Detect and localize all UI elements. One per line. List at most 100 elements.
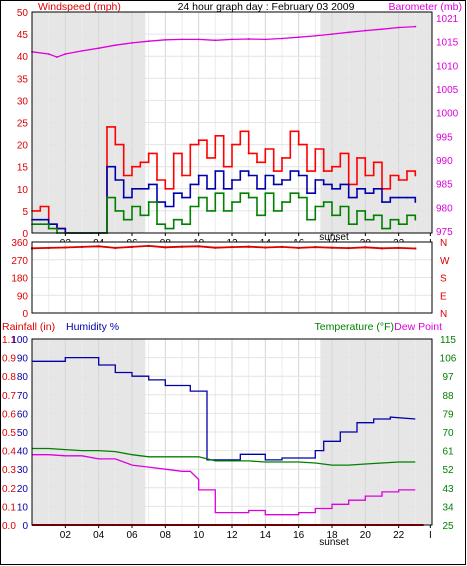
x-tick-label: 22 xyxy=(393,530,405,541)
direction-point xyxy=(147,244,150,247)
wind-point xyxy=(131,205,133,208)
wind-point xyxy=(264,148,267,150)
wind-point xyxy=(397,196,400,199)
wind-point xyxy=(172,192,175,195)
rainfall-tick-label: 0.0 xyxy=(2,521,16,532)
wind-point xyxy=(339,183,342,186)
temperature-ticks: 25 34 43 52 61 70 79 88 97 106 115 xyxy=(440,335,457,532)
temperature-tick-label: 34 xyxy=(442,502,454,513)
direction-point xyxy=(381,247,383,250)
panel1-sunset-label: sunset xyxy=(319,232,349,243)
barometer-point xyxy=(56,56,58,58)
wind-point xyxy=(289,130,292,133)
panel2-series xyxy=(31,244,417,250)
x-tick-label: 18 xyxy=(326,530,338,541)
barometer-point xyxy=(147,40,150,43)
barometer-point xyxy=(314,34,317,37)
rainfall-tick-label: 0.8 xyxy=(2,372,16,383)
wind-point xyxy=(414,218,417,221)
wind-point xyxy=(164,227,167,230)
x-tick-label: 16 xyxy=(293,530,305,541)
wind-point xyxy=(281,201,283,203)
x-tick-label: I xyxy=(429,530,432,541)
wind-point xyxy=(389,196,392,199)
direction-degree-label: 0 xyxy=(22,309,28,320)
wind-point xyxy=(122,174,125,177)
wind-point xyxy=(339,205,342,208)
wind-point xyxy=(297,174,300,177)
wind-point xyxy=(314,179,317,181)
barometer-axis-label: Barometer (mb) xyxy=(388,1,462,13)
humidity-tick-label: 10 xyxy=(17,502,29,513)
barometer-point xyxy=(414,25,417,28)
direction-point xyxy=(131,245,133,248)
wind-point xyxy=(381,201,383,203)
rainfall-tick-label: 1.1 xyxy=(2,335,16,346)
wind-point xyxy=(39,218,42,221)
wind-point xyxy=(247,196,250,199)
wind-point xyxy=(147,201,150,203)
wind-point xyxy=(181,196,183,199)
wind-point xyxy=(239,170,242,173)
barometer-point xyxy=(231,38,233,41)
series-temperature-f- xyxy=(32,447,416,466)
direction-point xyxy=(297,246,300,249)
wind-point xyxy=(114,179,117,181)
humidity-ticks: 0 10 20 30 40 50 60 70 80 90 100 xyxy=(11,335,28,532)
wind-point xyxy=(106,165,108,168)
wind-point xyxy=(164,205,167,208)
wind-point xyxy=(181,223,183,226)
barometer-tick-label: 990 xyxy=(436,156,453,167)
wind-point xyxy=(47,227,50,230)
temperature-tick-label: 25 xyxy=(442,521,454,532)
direction-point xyxy=(197,245,200,248)
temperature-tick-label: 106 xyxy=(440,354,457,365)
windspeed-tick-label: 20 xyxy=(17,141,29,152)
wind-point xyxy=(214,134,217,137)
rainfall-tick-label: 0.1 xyxy=(2,502,16,513)
direction-degree-label: 90 xyxy=(17,291,29,302)
wind-point xyxy=(164,187,167,190)
wind-point xyxy=(347,196,350,199)
series-humidity- xyxy=(32,356,416,461)
wind-point xyxy=(372,161,375,164)
direction-point xyxy=(97,245,100,248)
rainfall-tick-label: 0.3 xyxy=(2,465,16,476)
wind-point xyxy=(364,218,367,221)
wind-point xyxy=(231,143,233,146)
rainfall-tick-label: 0.4 xyxy=(2,447,16,458)
humidity-tick-label: 20 xyxy=(17,484,29,495)
wind-point xyxy=(131,165,133,168)
temperature-tick-label: 79 xyxy=(442,409,454,420)
barometer-tick-label: 1005 xyxy=(436,85,459,96)
direction-compass-label: S xyxy=(440,274,447,285)
wind-point xyxy=(39,205,42,208)
wind-point xyxy=(189,143,192,146)
direction-point xyxy=(347,247,350,250)
direction-point xyxy=(364,246,367,249)
wind-point xyxy=(189,183,192,186)
wind-point xyxy=(256,214,258,217)
wind-point xyxy=(306,192,308,195)
wind-point xyxy=(281,156,283,159)
windspeed-tick-label: 45 xyxy=(17,30,29,41)
barometer-point xyxy=(347,31,350,34)
wind-point xyxy=(131,187,133,190)
x-tick-label: 02 xyxy=(60,530,72,541)
wind-point xyxy=(106,126,108,128)
wind-point xyxy=(231,201,233,203)
direction-point xyxy=(264,246,267,249)
wind-point xyxy=(397,223,400,226)
wind-point xyxy=(239,130,242,133)
series-dew-point xyxy=(32,454,416,516)
wind-point xyxy=(406,214,408,217)
wind-point xyxy=(281,179,283,181)
wind-point xyxy=(272,170,275,173)
windspeed-tick-label: 25 xyxy=(17,119,29,130)
barometer-tick-label: 1021 xyxy=(436,14,459,25)
wind-point xyxy=(314,148,317,150)
windspeed-axis-label: Windspeed (mph) xyxy=(38,1,121,13)
windspeed-tick-label: 30 xyxy=(17,96,29,107)
